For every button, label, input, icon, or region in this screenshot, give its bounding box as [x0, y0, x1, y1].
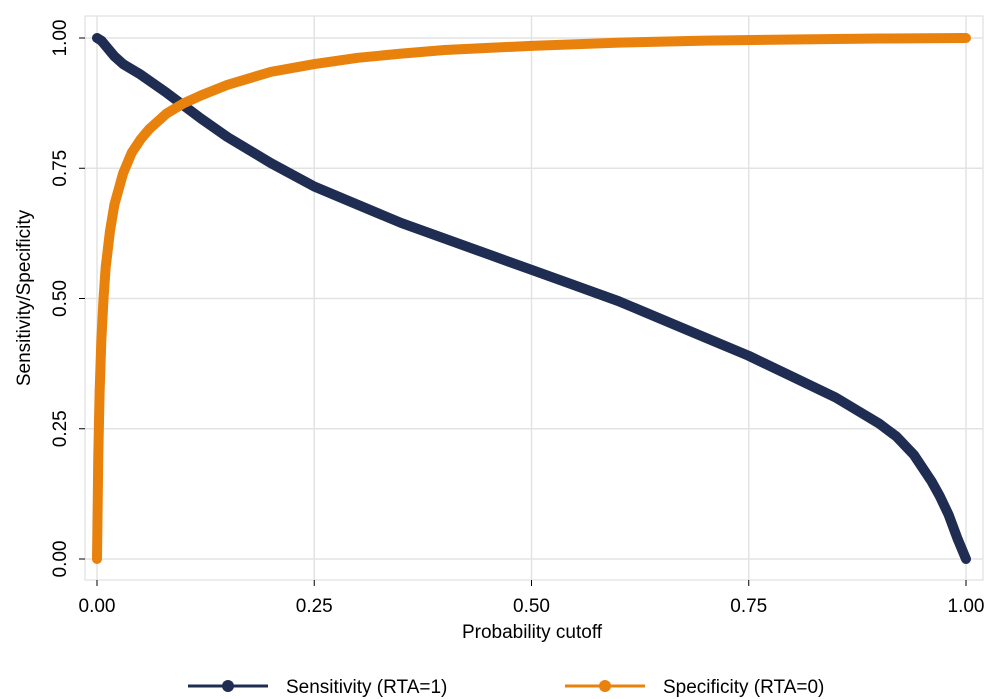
- x-tick-label: 0.75: [730, 596, 767, 617]
- y-axis-title: Sensitivity/Specificity: [14, 209, 35, 386]
- series-line-1: [92, 33, 971, 564]
- y-tick-label: 0.50: [50, 280, 71, 317]
- series-group: [92, 33, 971, 564]
- y-tick-label: 0.75: [50, 150, 71, 187]
- series-line-0: [92, 33, 971, 564]
- x-axis: 0.00 0.25 0.50 0.75 1.00: [79, 580, 985, 617]
- x-tick-label: 0.00: [79, 596, 116, 617]
- x-tick-label: 1.00: [948, 596, 985, 617]
- x-tick-label: 0.25: [296, 596, 333, 617]
- y-tick-label: 0.00: [50, 541, 71, 578]
- y-tick-label: 0.25: [50, 410, 71, 447]
- x-axis-title: Probability cutoff: [462, 622, 603, 643]
- y-tick-label: 1.00: [50, 20, 71, 57]
- legend-label-0: Sensitivity (RTA=1): [286, 677, 447, 698]
- legend-label-1: Specificity (RTA=0): [663, 677, 824, 698]
- legend: Sensitivity (RTA=1) Specificity (RTA=0): [188, 677, 824, 698]
- legend-marker-1: [599, 680, 611, 692]
- x-tick-label: 0.50: [513, 596, 550, 617]
- legend-marker-0: [222, 680, 234, 692]
- y-axis: 0.00 0.25 0.50 0.75 1.00: [50, 20, 85, 578]
